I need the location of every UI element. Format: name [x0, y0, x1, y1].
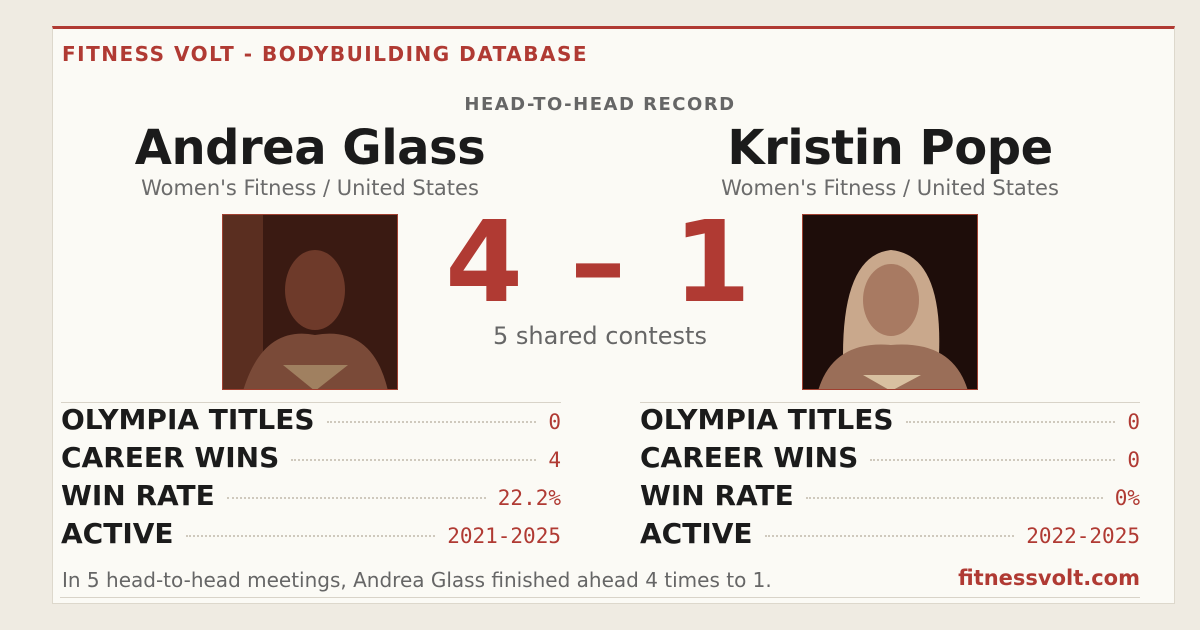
stat-label: ACTIVE	[640, 517, 753, 550]
stat-label: CAREER WINS	[640, 441, 859, 474]
stat-value: 0	[1127, 410, 1140, 434]
stat-row: ACTIVE 2022-2025	[640, 517, 1140, 555]
photo-art	[803, 215, 977, 389]
stats-list: OLYMPIA TITLES 0 CAREER WINS 0 WIN RATE 0% ACT…	[640, 402, 1140, 555]
shared-contests: 5 shared contests	[493, 322, 707, 350]
stat-label: OLYMPIA TITLES	[640, 403, 894, 436]
stat-value: 0	[548, 410, 561, 434]
stat-row: CAREER WINS 0	[640, 441, 1140, 479]
stat-label: ACTIVE	[61, 517, 174, 550]
stat-row: WIN RATE 22.2%	[61, 479, 561, 517]
stat-value: 2022-2025	[1026, 524, 1140, 548]
stat-row: CAREER WINS 4	[61, 441, 561, 479]
stats-list: OLYMPIA TITLES 0 CAREER WINS 4 WIN RATE 22.2%…	[61, 402, 561, 555]
stat-row: OLYMPIA TITLES 0	[640, 403, 1140, 441]
leader-dots	[870, 459, 1116, 461]
athlete-division: Women's Fitness / United States	[721, 176, 1059, 200]
athlete-name: Andrea Glass	[134, 120, 486, 176]
record-label: HEAD-TO-HEAD RECORD	[464, 94, 736, 115]
stat-value: 0%	[1114, 486, 1140, 510]
brand: FITNESS VOLT - BODYBUILDING DATABASE	[62, 42, 589, 66]
leader-dots	[905, 421, 1116, 423]
athlete-photo	[222, 214, 398, 390]
summary: In 5 head-to-head meetings, Andrea Glass…	[62, 568, 772, 592]
leader-dots	[326, 421, 537, 423]
score: 4 – 1	[445, 198, 755, 328]
leader-dots	[291, 459, 537, 461]
athlete-name: Kristin Pope	[727, 120, 1053, 176]
stat-value: 2021-2025	[447, 524, 561, 548]
stat-label: WIN RATE	[61, 479, 215, 512]
leader-dots	[805, 497, 1103, 499]
leader-dots	[185, 535, 436, 537]
stat-value: 22.2%	[497, 486, 561, 510]
stat-row: OLYMPIA TITLES 0	[61, 403, 561, 441]
stat-label: WIN RATE	[640, 479, 794, 512]
athlete-photo	[802, 214, 978, 390]
photo-art	[223, 215, 397, 389]
site-link[interactable]: fitnessvolt.com	[958, 566, 1140, 590]
stat-label: OLYMPIA TITLES	[61, 403, 315, 436]
divider	[60, 597, 1140, 598]
leader-dots	[226, 497, 486, 499]
stat-label: CAREER WINS	[61, 441, 280, 474]
athlete-division: Women's Fitness / United States	[141, 176, 479, 200]
stat-row: ACTIVE 2021-2025	[61, 517, 561, 555]
leader-dots	[764, 535, 1015, 537]
stat-value: 0	[1127, 448, 1140, 472]
stat-value: 4	[548, 448, 561, 472]
stat-row: WIN RATE 0%	[640, 479, 1140, 517]
